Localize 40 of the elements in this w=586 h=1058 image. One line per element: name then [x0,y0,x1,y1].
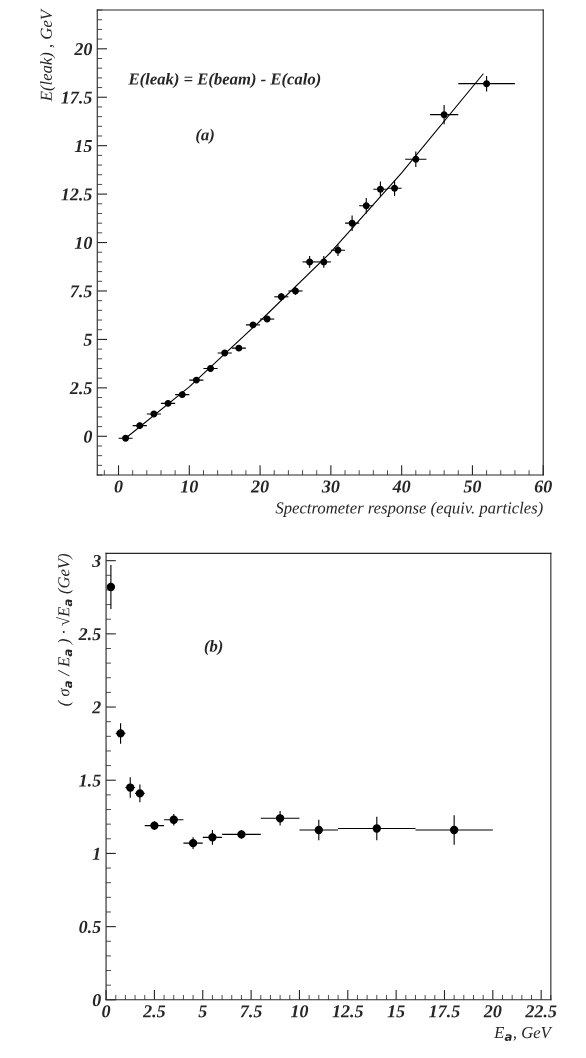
y-tick-label: 2 [91,701,101,714]
x-axis-title: Spectrometer response (equiv. particles) [275,501,543,517]
y-tick-label: 2.5 [69,382,92,395]
x-tick-label: 5 [198,1005,207,1018]
y-tick-label: 10 [74,236,93,249]
x-tick-label: 40 [392,480,411,493]
x-tick-label: 7.5 [240,1005,262,1018]
annotation: (a) [196,128,214,144]
x-tick-label: 50 [463,480,482,493]
x-tick-label: 30 [321,480,340,493]
y-tick-label: 0 [84,430,93,443]
x-tick-label: 20 [483,1005,502,1018]
y-tick-label: 3 [92,554,101,568]
x-axis-title: E$_{a}$, GeV [493,1027,553,1041]
y-tick-label: 7.5 [70,285,92,298]
x-tick-label: 12.5 [332,1005,364,1018]
y-tick-label: 15 [74,140,92,153]
y-tick-label: 12.5 [61,188,92,201]
y-tick-label: 17.5 [61,91,92,104]
x-tick-label: 0 [114,480,123,493]
y-tick-label: 0.5 [79,920,101,934]
x-tick-label: 0 [102,1005,111,1018]
x-tick-label: 10 [180,480,199,493]
x-tick-label: 60 [534,480,552,493]
x-tick-label: 2.5 [142,1005,166,1018]
x-tick-label: 17.5 [429,1005,460,1018]
y-tick-label: 1.5 [79,774,101,787]
y-axis-title: E(leak) , GeV [40,8,56,102]
annotation: (b) [204,639,223,656]
y-tick-label: 1 [92,847,100,860]
y-tick-label: 0 [92,994,101,1007]
y-tick-label: 2.5 [78,628,101,641]
x-tick-label: 20 [250,480,269,493]
x-tick-label: 10 [290,1005,309,1018]
x-tick-label: 15 [387,1005,405,1018]
y-tick-label: 20 [74,43,93,56]
x-tick-label: 22.5 [525,1005,557,1018]
y-tick-label: 5 [83,333,92,346]
annotation: E(leak) = E(beam) - E(calo) [128,72,321,88]
y-axis-title: ( σ$_{a}$ / E$_{a}$ ) · √E$_{a}$ (GeV) [56,553,73,706]
